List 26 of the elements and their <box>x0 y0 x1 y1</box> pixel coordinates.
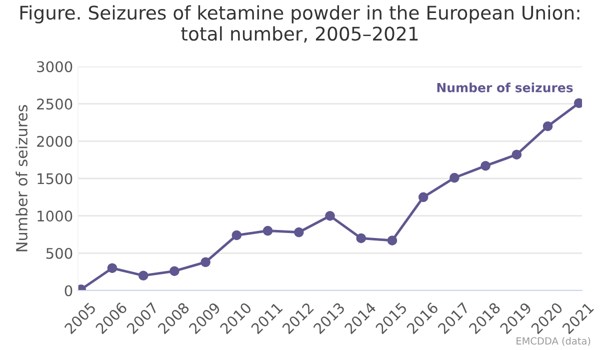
chart-title: Figure. Seizures of ketamine powder in the European Union: total number, 2005–2021 <box>20 5 580 43</box>
point <box>107 263 118 273</box>
y-tick-label: 3000 <box>37 61 72 72</box>
text: EMCDDA (data) <box>516 337 590 346</box>
y-axis-title: Number of seizures <box>16 105 28 252</box>
point <box>232 230 242 240</box>
y-tick-label: 2500 <box>37 98 72 110</box>
point <box>200 257 210 267</box>
y-tick-label: 1000 <box>38 210 72 222</box>
point <box>138 270 148 280</box>
y-tick-label: 0 <box>64 285 72 296</box>
point <box>542 121 553 132</box>
point <box>170 266 180 276</box>
point <box>294 227 304 238</box>
y-tick-label: 1500 <box>38 173 72 184</box>
point <box>512 150 522 160</box>
point <box>262 226 273 236</box>
point <box>418 192 428 202</box>
point <box>387 236 398 246</box>
point <box>325 210 335 221</box>
y-tick-label: 500 <box>46 248 72 259</box>
point <box>450 172 460 183</box>
series-label: Number of seizures <box>437 82 573 92</box>
point <box>480 160 490 171</box>
y-tick-label: 2000 <box>37 136 72 147</box>
point <box>356 233 366 244</box>
